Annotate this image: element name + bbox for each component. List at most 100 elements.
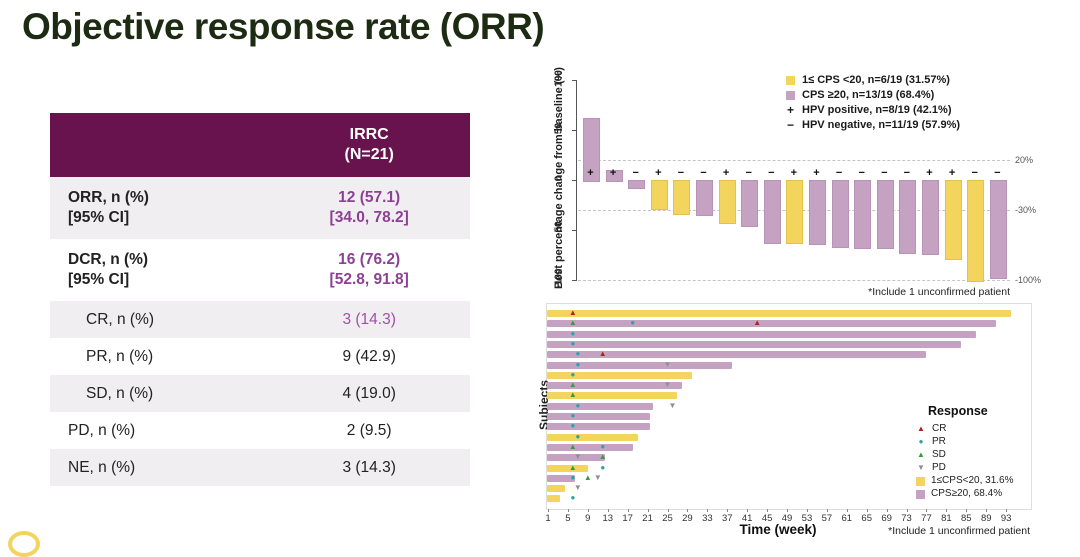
hpv-marker: − [881, 167, 888, 179]
waterfall-bar [673, 180, 691, 215]
legend-item: CPS≥20, 68.4% [916, 488, 1014, 500]
table-row: PR, n (%) 9 (42.9) [50, 338, 470, 375]
swimmer-legend-title: Response [928, 404, 988, 418]
y-axis-tick [572, 180, 577, 181]
x-axis-tick-label: 1 [545, 513, 551, 524]
response-marker-sd: ▲ [568, 380, 577, 390]
x-axis-tick-label: 13 [602, 513, 614, 524]
hpv-marker: − [971, 167, 978, 179]
swimmer-chart: Subjects Time (week) Response ▲ CR ● PR ▲ SD ▼… [537, 300, 1080, 540]
legend-label: CR [932, 423, 947, 434]
y-axis-tick-label: -50 [553, 221, 565, 236]
row-value-text: 3 (14.3) [342, 310, 396, 328]
table-header: IRRC (N=21) [50, 113, 470, 177]
x-axis-tick [587, 509, 589, 512]
response-marker-pd: ▼ [593, 472, 602, 482]
x-axis-tick-label: 77 [921, 513, 932, 524]
y-axis-tick-label: 0 [553, 175, 565, 182]
row-label-ci: [95% CI] [68, 209, 130, 226]
x-axis-tick-label: 25 [662, 513, 673, 524]
response-marker-pr: ● [575, 431, 581, 441]
swimmer-x-axis-label: Time (week) [739, 522, 817, 537]
swimmer-bar [547, 361, 733, 369]
hpv-marker: − [700, 167, 707, 179]
row-label-text: SD, n (%) [86, 384, 154, 402]
response-marker-pr: ● [570, 411, 576, 420]
legend-item: ▼ PD [916, 462, 1014, 474]
reference-line-label: 20% [1015, 155, 1034, 165]
swimmer-bar [547, 454, 606, 462]
swimmer-bar [547, 330, 977, 338]
hpv-marker: − [677, 167, 685, 179]
legend-label: PR [932, 436, 946, 447]
legend-item: ● PR [916, 436, 1014, 448]
x-axis-tick [806, 509, 808, 512]
response-marker-pr: ● [570, 421, 576, 431]
response-marker-pr: ● [575, 359, 581, 369]
swimmer-bar [547, 310, 1012, 317]
response-marker-sd: ▲ [568, 318, 577, 328]
x-axis-tick-label: 45 [761, 513, 773, 524]
row-label-ci: [95% CI] [68, 271, 130, 288]
row-value-ci: [34.0, 78.2] [329, 209, 409, 226]
hpv-marker: − [858, 167, 865, 179]
table-header-label-col [50, 113, 268, 177]
waterfall-bar [718, 180, 736, 224]
swimmer-bar [547, 392, 678, 400]
x-axis-tick [986, 509, 988, 512]
hpv-marker: − [903, 167, 911, 179]
logo-fragment [8, 531, 40, 557]
table-header-value-col: IRRC (N=21) [268, 113, 470, 177]
row-label: SD, n (%) [50, 384, 268, 404]
hpv-marker: + [790, 167, 798, 179]
x-axis-tick-label: 73 [901, 513, 912, 524]
minus-icon: − [786, 118, 794, 132]
y-axis-tick [572, 80, 577, 81]
x-axis-tick [906, 509, 908, 512]
hpv-marker: − [745, 167, 752, 179]
swimmer-bar [547, 340, 962, 348]
row-value-text: 2 (9.5) [346, 421, 392, 439]
x-axis-tick-label: 57 [821, 513, 833, 524]
hpv-marker: − [632, 167, 639, 179]
legend-item: 1≤ CPS <20, n=6/19 (31.57%) [786, 74, 960, 87]
row-value: 3 (14.3) [268, 310, 470, 330]
x-axis-tick-label: 81 [941, 513, 952, 524]
response-marker-pr: ● [575, 349, 581, 359]
hpv-marker: + [813, 167, 820, 179]
row-label-text: NE, n (%) [68, 458, 136, 476]
x-axis-tick-label: 89 [980, 513, 992, 524]
hpv-marker: + [948, 167, 956, 179]
row-label-text: PD, n (%) [68, 421, 136, 439]
reference-line-label: -100% [1015, 275, 1042, 285]
row-label-text: CR, n (%) [86, 310, 155, 328]
waterfall-footnote: *Include 1 unconfirmed patient [868, 286, 1010, 298]
legend-item: ▲ CR [916, 423, 1014, 435]
row-value: 9 (42.9) [268, 347, 470, 367]
waterfall-bar [605, 170, 623, 182]
row-label-text: DCR, n (%) [68, 251, 149, 268]
row-label: PR, n (%) [50, 347, 268, 367]
row-value: 2 (9.5) [268, 421, 470, 441]
swimmer-bar [547, 382, 683, 390]
swimmer-bar [547, 495, 561, 503]
plus-icon: + [786, 103, 794, 117]
legend-item: CPS ≥20, n=13/19 (68.4%) [786, 89, 960, 102]
sd-marker-icon: ▲ [917, 450, 925, 459]
reference-line [578, 160, 1010, 161]
row-value: 12 (57.1) [34.0, 78.2] [268, 188, 470, 228]
x-axis-tick-label: 41 [741, 513, 753, 524]
response-marker-sd: ▲ [568, 462, 577, 472]
table-row: PD, n (%) 2 (9.5) [50, 412, 470, 449]
hpv-marker: − [994, 167, 1001, 179]
waterfall-bar [628, 180, 646, 189]
x-axis-tick [687, 509, 689, 512]
row-label: DCR, n (%) [95% CI] [50, 250, 268, 290]
swimmer-bar [547, 433, 638, 441]
x-axis-tick-label: 69 [881, 513, 892, 524]
response-marker-sd: ▲ [568, 390, 577, 400]
swimmer-bar [547, 320, 997, 328]
response-marker-pd: ▼ [668, 400, 677, 410]
waterfall-bar [876, 180, 894, 249]
x-axis-tick [667, 509, 669, 512]
